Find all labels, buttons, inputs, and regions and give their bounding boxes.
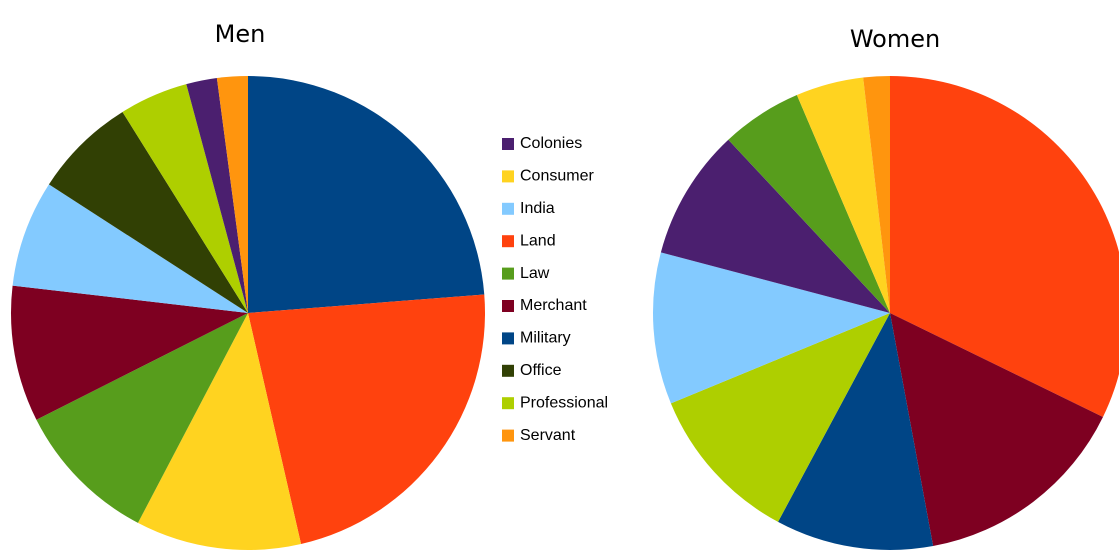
legend-label: Land: [520, 232, 556, 249]
legend-label: Office: [520, 362, 562, 379]
legend-swatch: [502, 397, 514, 410]
chart-title: Men: [215, 20, 266, 48]
pie-slice: [122, 84, 248, 313]
legend-label: Professional: [520, 394, 608, 411]
legend-swatch: [502, 202, 514, 215]
pie-slice: [10, 285, 248, 420]
legend-swatch: [502, 332, 514, 345]
legend-label: Military: [520, 330, 571, 347]
legend-swatch: [502, 300, 514, 312]
legend-swatch: [502, 364, 514, 377]
pie-slice: [653, 252, 890, 404]
pie-slice: [890, 313, 1103, 547]
pie-slice: [186, 78, 248, 314]
legend-swatch: [502, 235, 514, 248]
pie-slice: [48, 111, 249, 313]
pie-slice: [137, 313, 302, 550]
legend-label: India: [520, 200, 555, 217]
pie-slice: [36, 313, 249, 523]
pie-slice: [778, 313, 934, 550]
pie-slice: [660, 139, 890, 313]
legend-swatch: [502, 170, 514, 183]
legend-swatch: [502, 138, 514, 150]
pie-slice: [670, 313, 890, 522]
pie-slice: [890, 76, 1119, 417]
chart-title: Women: [850, 25, 940, 53]
legend-label: Colonies: [520, 135, 582, 152]
legend-label: Merchant: [520, 297, 587, 314]
legend-label: Law: [520, 265, 550, 282]
legend-swatch: [502, 267, 514, 280]
pie-slice: [728, 95, 890, 313]
legend-swatch: [502, 429, 514, 442]
pie-slice: [248, 294, 485, 544]
legend-label: Consumer: [520, 168, 594, 185]
pie-slice: [216, 76, 248, 313]
pie-slice: [248, 76, 485, 313]
pie-slice: [796, 77, 890, 313]
pie-slice: [863, 76, 890, 313]
legend-label: Servant: [520, 427, 576, 444]
pie-slice: [12, 184, 248, 313]
